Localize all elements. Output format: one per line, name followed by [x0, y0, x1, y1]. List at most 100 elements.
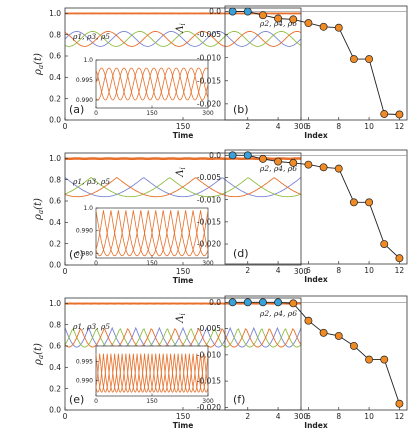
plot-frame	[224, 5, 408, 121]
exponent-point	[304, 160, 313, 169]
annotation-odd-rho: ρ1, ρ3, ρ5	[72, 177, 110, 186]
x-tick-label: 0	[63, 122, 68, 131]
panel-label: (e)	[69, 393, 84, 406]
x-axis-label: Time	[173, 421, 194, 430]
y-tick-label: 1.0	[49, 9, 61, 18]
inset-y-tick-label: 0.995	[76, 77, 93, 84]
x-tick-label: 6	[306, 266, 311, 275]
y-tick-label: 1.0	[49, 299, 61, 308]
y-tick-label: 0.2	[49, 239, 61, 248]
x-axis-label: Index	[304, 131, 328, 140]
plot-frame	[224, 295, 408, 411]
y-tick-label: -0.020	[197, 240, 221, 249]
y-tick-label: -0.005	[197, 173, 221, 182]
x-tick-label: 10	[364, 122, 374, 131]
inset-y-tick-label: 1.0	[83, 205, 93, 212]
exponent-point	[380, 355, 389, 364]
annotation-even-rho: ρ2, ρ4, ρ6	[259, 19, 297, 28]
series-oscillating-line	[64, 328, 302, 348]
inset-x-tick-label: 300	[202, 260, 214, 267]
y-tick-label: -0.010	[197, 195, 221, 204]
inset-y-tick-label: 0.995	[76, 358, 93, 365]
x-tick-label: 12	[395, 266, 405, 275]
inset-line	[95, 67, 209, 101]
exponent-point	[258, 154, 267, 163]
inset-x-tick-label: 300	[202, 110, 214, 117]
exponent-point	[395, 399, 404, 408]
exponent-point	[289, 15, 298, 24]
x-tick-label: 8	[336, 122, 341, 131]
panel-label: (f)	[233, 393, 245, 406]
y-tick-label: 0.2	[49, 384, 61, 393]
inset-line	[95, 353, 209, 393]
x-tick-label: 10	[364, 412, 374, 421]
exponent-point	[228, 298, 237, 307]
exponent-point	[274, 298, 283, 307]
inset-x-tick-label: 300	[202, 398, 214, 405]
x-axis-label: Time	[173, 276, 194, 285]
y-axis-label: ρa(t)	[33, 53, 45, 76]
exponent-point	[304, 19, 313, 28]
y-tick-label: -0.010	[197, 350, 221, 359]
exponent-point	[258, 11, 267, 20]
x-axis-label: Index	[304, 275, 328, 284]
exponent-point	[365, 55, 374, 64]
x-tick-label: 4	[276, 412, 281, 421]
exponent-point	[243, 7, 252, 16]
x-tick-label: 8	[336, 266, 341, 275]
exponent-point	[228, 151, 237, 160]
y-tick-label: 0.0	[49, 261, 61, 270]
y-tick-label: 0.4	[49, 363, 61, 372]
series-oscillating-line	[64, 177, 302, 198]
lyapunov-line	[232, 11, 400, 115]
y-tick-label: -0.020	[197, 403, 221, 412]
x-tick-label: 300	[294, 412, 309, 421]
inset-y-tick-label: 0.990	[76, 378, 93, 385]
x-tick-label: 300	[294, 267, 309, 276]
exponent-point	[365, 355, 374, 364]
exponent-point	[380, 240, 389, 248]
x-tick-label: 2	[245, 122, 250, 131]
exponent-point	[319, 163, 328, 172]
panel-label: (d)	[233, 247, 249, 260]
inset-x-tick-label: 150	[146, 110, 158, 117]
y-tick-label: -0.005	[197, 30, 221, 39]
y-axis-label: Λi	[175, 313, 187, 323]
x-axis-label: Index	[304, 421, 328, 430]
y-tick-label: 0.0	[209, 151, 221, 160]
panel-label: (a)	[69, 103, 84, 116]
panel-label: (b)	[233, 103, 249, 116]
x-tick-label: 150	[176, 122, 191, 131]
x-tick-label: 6	[306, 412, 311, 421]
series-oscillating-line	[64, 31, 302, 47]
annotation-even-rho: ρ2, ρ4, ρ6	[259, 309, 297, 318]
annotation-odd-rho: ρ1, ρ3, ρ5	[72, 32, 110, 41]
annotation-even-rho: ρ2, ρ4, ρ6	[259, 164, 297, 173]
lyapunov-line	[232, 154, 400, 259]
exponent-point	[319, 328, 328, 337]
inset-x-tick-label: 150	[146, 398, 158, 405]
series-oscillating-line	[64, 31, 302, 47]
inset-y-tick-label: 1.0	[83, 57, 93, 64]
y-tick-label: 0.2	[49, 94, 61, 103]
y-axis-label: ρa(t)	[33, 198, 45, 221]
exponent-point	[243, 298, 252, 307]
exponent-point	[274, 157, 283, 166]
y-tick-label: 0.4	[49, 218, 61, 227]
exponent-point	[395, 254, 404, 263]
y-tick-label: 0.0	[49, 116, 61, 125]
exponent-point	[258, 298, 267, 307]
x-tick-label: 12	[395, 122, 405, 131]
y-tick-label: -0.010	[197, 53, 221, 62]
exponent-point	[228, 7, 237, 16]
series-oscillating-line	[64, 31, 302, 47]
x-axis-label: Time	[173, 131, 194, 140]
exponent-point	[380, 110, 389, 118]
inset-y-tick-label: 0.990	[76, 97, 93, 104]
y-tick-label: 0.6	[49, 342, 61, 351]
y-tick-label: 0.6	[49, 197, 61, 206]
exponent-point	[274, 14, 283, 23]
y-axis-label: Λi	[175, 23, 187, 33]
x-tick-label: 4	[276, 266, 281, 275]
